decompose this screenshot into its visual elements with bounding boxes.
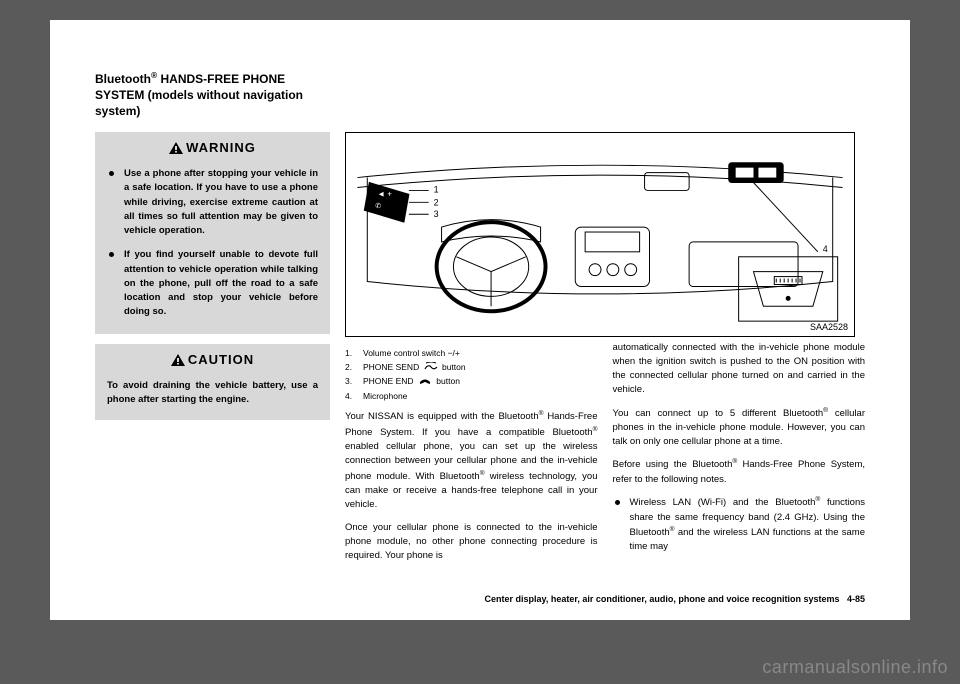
watermark: carmanualsonline.info <box>762 657 948 678</box>
notes-list: Wireless LAN (Wi-Fi) and the Bluetooth® … <box>613 495 866 554</box>
legend-num: 2. <box>345 360 363 374</box>
legend-item: 4. Microphone <box>345 389 598 403</box>
middle-column: 1. Volume control switch −/+ 2. PHONE SE… <box>345 341 598 572</box>
illustration-id: SAA2528 <box>810 322 848 332</box>
caution-body: To avoid draining the vehicle battery, u… <box>95 375 330 420</box>
legend-text: PHONE END button <box>363 374 460 388</box>
warning-body: Use a phone after stopping your vehicle … <box>95 163 330 334</box>
page-footer: Center display, heater, air conditioner,… <box>485 594 865 604</box>
callout-2: 2 <box>434 197 439 207</box>
list-text: Wireless LAN (Wi-Fi) and the Bluetooth® … <box>630 495 866 554</box>
warning-title-text: WARNING <box>186 140 256 155</box>
body-paragraph: Once your cellular phone is connected to… <box>345 521 598 564</box>
bullet-icon <box>109 171 114 176</box>
warning-box: WARNING Use a phone after stopping your … <box>95 132 330 334</box>
warning-text: If you find yourself unable to devote fu… <box>124 248 318 319</box>
warning-icon <box>169 142 183 154</box>
phone-send-icon <box>424 362 438 371</box>
list-item: Wireless LAN (Wi-Fi) and the Bluetooth® … <box>613 495 866 554</box>
caution-heading: CAUTION <box>95 344 330 376</box>
callout-1: 1 <box>434 184 439 194</box>
warning-item: Use a phone after stopping your vehicle … <box>107 167 318 238</box>
bullet-icon <box>615 500 620 505</box>
legend-num: 1. <box>345 346 363 360</box>
warning-heading: WARNING <box>95 132 330 164</box>
content-columns: WARNING Use a phone after stopping your … <box>95 132 865 572</box>
warning-text: Use a phone after stopping your vehicle … <box>124 167 318 238</box>
body-paragraph: automatically connected with the in-vehi… <box>613 341 866 398</box>
legend-list: 1. Volume control switch −/+ 2. PHONE SE… <box>345 346 598 404</box>
legend-text: Volume control switch −/+ <box>363 346 460 360</box>
callout-4: 4 <box>823 243 828 253</box>
svg-text:✆: ✆ <box>375 202 381 210</box>
warning-item: If you find yourself unable to devote fu… <box>107 248 318 319</box>
dashboard-svg: ◄ + ✆ ⌂ <box>346 133 854 336</box>
right-area: ◄ + ✆ ⌂ <box>345 132 865 572</box>
lower-columns: 1. Volume control switch −/+ 2. PHONE SE… <box>345 341 865 572</box>
legend-item: 3. PHONE END button <box>345 374 598 388</box>
section-heading: Bluetooth® HANDS-FREE PHONE SYSTEM (mode… <box>95 70 330 120</box>
svg-text:⌂: ⌂ <box>373 213 377 220</box>
body-paragraph: Your NISSAN is equipped with the Bluetoo… <box>345 409 598 512</box>
footer-section: Center display, heater, air conditioner,… <box>485 594 840 604</box>
legend-item: 2. PHONE SEND button <box>345 360 598 374</box>
body-paragraph: Before using the Bluetooth® Hands-Free P… <box>613 457 866 487</box>
legend-text: PHONE SEND button <box>363 360 466 374</box>
footer-page: 4-85 <box>847 594 865 604</box>
legend-item: 1. Volume control switch −/+ <box>345 346 598 360</box>
svg-text:◄ +: ◄ + <box>377 189 392 198</box>
body-paragraph: You can connect up to 5 different Blueto… <box>613 406 866 450</box>
legend-text: Microphone <box>363 389 407 403</box>
manual-page: Bluetooth® HANDS-FREE PHONE SYSTEM (mode… <box>50 20 910 620</box>
caution-icon <box>171 354 185 366</box>
bullet-icon <box>109 252 114 257</box>
caution-box: CAUTION To avoid draining the vehicle ba… <box>95 344 330 420</box>
right-column: automatically connected with the in-vehi… <box>613 341 866 572</box>
legend-num: 4. <box>345 389 363 403</box>
callout-3: 3 <box>434 209 439 219</box>
left-column: WARNING Use a phone after stopping your … <box>95 132 330 572</box>
legend-num: 3. <box>345 374 363 388</box>
dashboard-illustration: ◄ + ✆ ⌂ <box>345 132 855 337</box>
phone-end-icon <box>418 376 432 385</box>
caution-title-text: CAUTION <box>188 352 254 367</box>
